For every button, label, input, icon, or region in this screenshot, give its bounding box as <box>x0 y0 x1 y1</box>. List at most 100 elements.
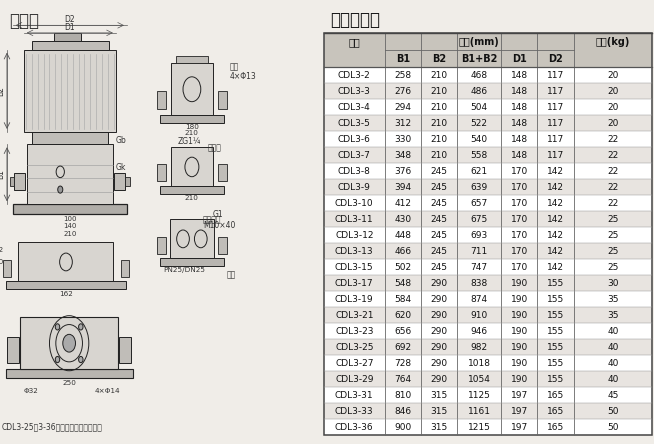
Text: 20: 20 <box>607 103 619 111</box>
Bar <box>324 259 652 275</box>
Text: 245: 245 <box>430 262 447 272</box>
Circle shape <box>78 324 83 330</box>
Text: 170: 170 <box>511 230 528 240</box>
Text: 安装图: 安装图 <box>10 12 39 31</box>
Text: 245: 245 <box>430 166 447 175</box>
Text: CDL3-13: CDL3-13 <box>335 246 373 256</box>
Text: 117: 117 <box>547 87 564 95</box>
Text: 502: 502 <box>394 262 411 272</box>
Bar <box>218 91 227 109</box>
Bar <box>324 275 652 291</box>
Text: 290: 290 <box>430 343 447 352</box>
Text: 315: 315 <box>430 391 447 400</box>
Text: 22: 22 <box>608 135 619 143</box>
Text: 656: 656 <box>394 327 411 336</box>
Text: 874: 874 <box>470 294 488 304</box>
Text: CDL3-10: CDL3-10 <box>335 198 373 208</box>
Text: 尺寸和重量: 尺寸和重量 <box>331 11 381 29</box>
Text: 148: 148 <box>511 103 528 111</box>
Bar <box>31 132 108 144</box>
Bar <box>14 173 26 190</box>
Text: CDL3-2: CDL3-2 <box>338 71 371 79</box>
Bar <box>324 99 652 115</box>
Bar <box>324 323 652 339</box>
Text: 170: 170 <box>511 214 528 224</box>
Text: 692: 692 <box>394 343 411 352</box>
Text: 155: 155 <box>547 278 564 288</box>
Text: ZG1¼: ZG1¼ <box>178 137 201 146</box>
Circle shape <box>63 334 75 352</box>
Bar <box>324 419 652 435</box>
Text: 1125: 1125 <box>468 391 490 400</box>
Text: 412: 412 <box>394 198 411 208</box>
Text: 190: 190 <box>511 278 528 288</box>
Text: 20: 20 <box>607 87 619 95</box>
Bar <box>6 281 126 289</box>
Text: 210: 210 <box>430 151 447 159</box>
Text: 155: 155 <box>547 359 564 368</box>
Text: 142: 142 <box>547 214 564 224</box>
Text: 155: 155 <box>547 343 564 352</box>
Text: 20: 20 <box>607 71 619 79</box>
Text: 838: 838 <box>470 278 488 288</box>
Text: 22: 22 <box>608 182 619 191</box>
Text: 100: 100 <box>63 216 77 222</box>
Bar <box>324 243 652 259</box>
Text: CDL3-19: CDL3-19 <box>335 294 373 304</box>
Text: 25: 25 <box>607 262 619 272</box>
Text: Φ32: Φ32 <box>24 388 39 394</box>
Text: 155: 155 <box>547 311 564 320</box>
Bar <box>324 355 652 371</box>
Bar <box>324 147 652 163</box>
Text: 1054: 1054 <box>468 375 490 384</box>
Bar <box>324 387 652 403</box>
Text: 711: 711 <box>470 246 488 256</box>
Text: 276: 276 <box>394 87 411 95</box>
Text: 394: 394 <box>394 182 411 191</box>
Text: CDL3-25: CDL3-25 <box>335 343 373 352</box>
Circle shape <box>78 357 83 363</box>
Text: 重量(kg): 重量(kg) <box>596 37 630 47</box>
Text: 330: 330 <box>394 135 411 143</box>
Text: 312: 312 <box>394 119 411 127</box>
Text: CDL3-5: CDL3-5 <box>338 119 371 127</box>
Bar <box>324 67 652 83</box>
Bar <box>324 339 652 355</box>
Text: 165: 165 <box>547 407 564 416</box>
Bar <box>6 369 133 378</box>
Text: 165: 165 <box>547 391 564 400</box>
Text: 250: 250 <box>62 380 76 386</box>
Text: 35: 35 <box>607 294 619 304</box>
Text: 584: 584 <box>394 294 411 304</box>
Text: 22: 22 <box>0 247 3 254</box>
Text: 35: 35 <box>607 311 619 320</box>
Text: 170: 170 <box>511 262 528 272</box>
Text: 22: 22 <box>608 151 619 159</box>
Bar <box>324 371 652 387</box>
Text: CDL3-25～3-36无椭圆法兰型管路联接: CDL3-25～3-36无椭圆法兰型管路联接 <box>1 423 103 432</box>
Text: 180: 180 <box>185 124 199 130</box>
Text: 148: 148 <box>511 151 528 159</box>
Bar <box>27 144 112 204</box>
Text: 170: 170 <box>511 246 528 256</box>
Text: 620: 620 <box>394 311 411 320</box>
Text: 155: 155 <box>547 375 564 384</box>
Text: 982: 982 <box>470 343 488 352</box>
Text: 卡套: 卡套 <box>230 62 239 71</box>
Text: 315: 315 <box>430 407 447 416</box>
Bar <box>324 179 652 195</box>
Text: 25: 25 <box>607 214 619 224</box>
Text: 468: 468 <box>470 71 488 79</box>
Text: 466: 466 <box>394 246 411 256</box>
Bar <box>12 204 127 214</box>
Text: 142: 142 <box>547 198 564 208</box>
Text: CDL3-8: CDL3-8 <box>338 166 371 175</box>
Text: CDL3-23: CDL3-23 <box>335 327 373 336</box>
Text: 210: 210 <box>430 119 447 127</box>
Text: CDL3-11: CDL3-11 <box>335 214 373 224</box>
Text: 140: 140 <box>63 223 77 230</box>
Text: 170: 170 <box>511 198 528 208</box>
Text: 290: 290 <box>430 375 447 384</box>
Text: 245: 245 <box>430 198 447 208</box>
Text: 50: 50 <box>607 407 619 416</box>
